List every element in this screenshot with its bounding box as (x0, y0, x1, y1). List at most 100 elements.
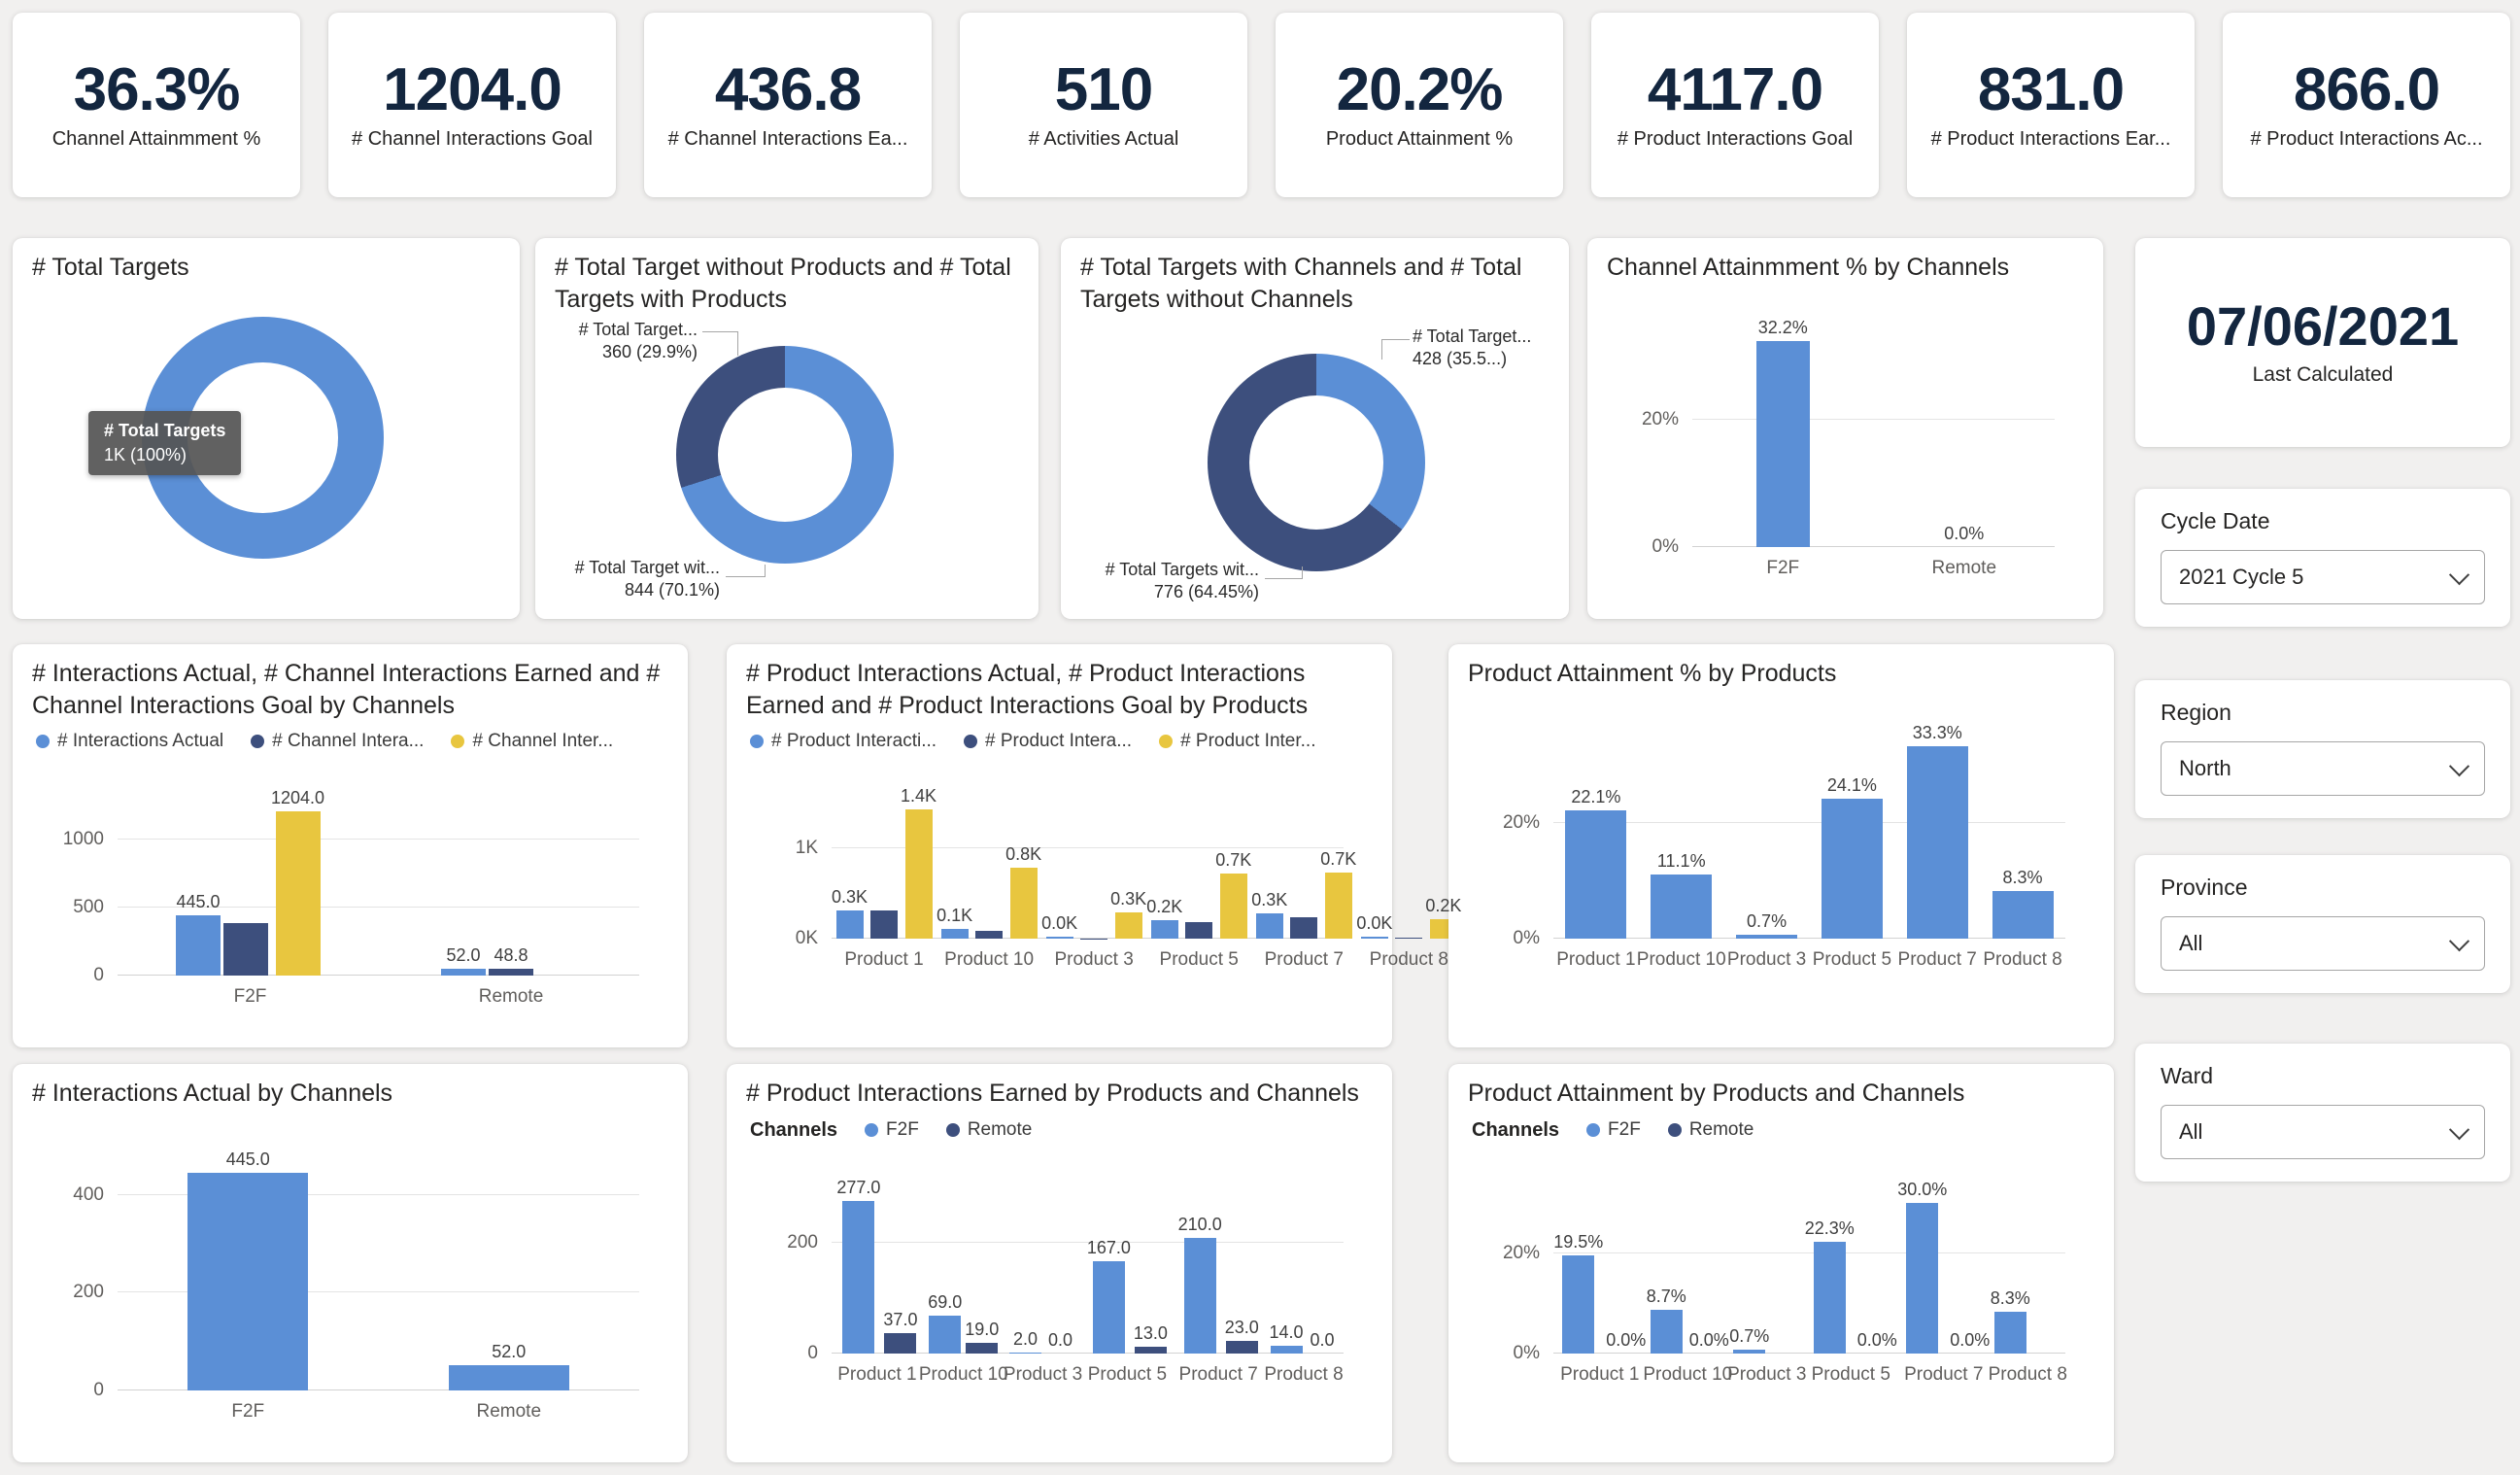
bar-chart-interactions-earned-goal-by-channels: # Interactions Actual # Channel Intera...… (32, 721, 668, 1034)
province-dropdown[interactable]: All (2161, 916, 2485, 971)
bar[interactable] (884, 1332, 917, 1354)
bar[interactable] (222, 922, 268, 976)
bar[interactable] (1821, 799, 1883, 939)
bar[interactable] (975, 930, 1004, 939)
chart-legend: Channels F2F Remote (1468, 1110, 2094, 1142)
legend-item[interactable]: # Product Interacti... (750, 731, 936, 752)
bar[interactable] (489, 969, 534, 976)
legend-item[interactable]: F2F (865, 1119, 919, 1141)
bar[interactable] (1565, 810, 1627, 939)
bar[interactable] (1183, 1237, 1216, 1354)
data-label: 0.7K (1215, 850, 1252, 871)
bar[interactable] (1993, 1312, 2026, 1354)
bar-column: 23.0 (1225, 1188, 1259, 1354)
legend-item[interactable]: F2F (1586, 1119, 1641, 1141)
x-axis-label: Product 5 (1812, 949, 1892, 970)
bar-column: 277.0 (836, 1178, 880, 1354)
bar[interactable] (1755, 341, 1810, 547)
bar[interactable] (1134, 1346, 1167, 1354)
bar[interactable] (904, 809, 933, 939)
bar[interactable] (1733, 1350, 1766, 1354)
cycle-date-dropdown[interactable]: 2021 Cycle 5 (2161, 550, 2485, 604)
ward-value: All (2179, 1119, 2203, 1144)
bar[interactable] (1906, 1203, 1939, 1354)
bar-column: 14.0 (1270, 1188, 1304, 1354)
bar[interactable] (1219, 874, 1247, 939)
legend-item[interactable]: # Product Inter... (1159, 731, 1315, 752)
legend-item[interactable]: # Channel Inter... (451, 731, 613, 752)
y-axis-label: 1000 (62, 829, 104, 849)
bar[interactable] (1255, 912, 1283, 939)
card-product-attainment-by-products-channels: Product Attainment by Products and Chann… (1448, 1064, 2114, 1462)
bar-column (536, 799, 581, 976)
bar[interactable] (187, 1173, 309, 1390)
region-dropdown[interactable]: North (2161, 741, 2485, 796)
data-label: 0.1K (936, 906, 973, 926)
bar[interactable] (1324, 873, 1352, 939)
bar[interactable] (1650, 1310, 1683, 1354)
kpi-value: 436.8 (714, 55, 862, 123)
bar-column: 0.0% (1857, 1188, 1897, 1355)
bar[interactable] (929, 1315, 962, 1354)
x-axis-label: F2F (231, 1401, 265, 1422)
gridline (118, 839, 639, 840)
bar[interactable] (1009, 867, 1038, 939)
data-label: 69.0 (928, 1291, 963, 1312)
bar[interactable] (940, 929, 969, 939)
bars: 0.0K 0.3K (1041, 799, 1146, 939)
bar[interactable] (842, 1200, 875, 1354)
gridline (118, 1291, 639, 1293)
legend-label: # Channel Intera... (272, 731, 425, 751)
bar[interactable] (1360, 937, 1388, 939)
legend-item[interactable]: # Product Intera... (964, 731, 1132, 752)
legend-item[interactable]: # Interactions Actual (36, 731, 223, 752)
data-label: 1204.0 (270, 788, 325, 808)
bar[interactable] (1562, 1255, 1595, 1354)
bar[interactable] (835, 910, 864, 939)
bar[interactable] (1114, 912, 1142, 939)
legend-item[interactable]: # Channel Intera... (251, 731, 424, 752)
slicer-ward: Ward All (2135, 1044, 2510, 1182)
donut-chart-targets-by-channels[interactable] (1208, 354, 1425, 571)
bar[interactable] (1651, 874, 1713, 939)
bar[interactable] (1225, 1340, 1258, 1354)
donut-chart-targets-by-products[interactable] (676, 346, 894, 564)
bar[interactable] (441, 968, 487, 976)
category-group: 69.0 19.0 Product 10 (919, 1188, 1008, 1385)
bar[interactable] (1813, 1241, 1846, 1354)
bar[interactable] (1045, 936, 1073, 939)
data-label: 8.7% (1646, 1286, 1686, 1307)
legend-item[interactable]: Remote (1667, 1119, 1754, 1141)
bar[interactable] (1290, 917, 1318, 939)
legend-dot-icon (36, 735, 50, 748)
bar[interactable] (1092, 1261, 1125, 1354)
callout-value: 428 (35.5...) (1413, 348, 1508, 368)
bar-column (1080, 799, 1108, 939)
bar[interactable] (275, 811, 321, 976)
bar[interactable] (448, 1364, 569, 1390)
kpi-card-product-interactions-actual: 866.0 # Product Interactions Ac... (2223, 13, 2510, 197)
category-group: 52.0 48.8 Remote (441, 799, 581, 1007)
bar-column: 8.3% (1992, 737, 2054, 939)
bar[interactable] (1736, 934, 1798, 939)
bar[interactable] (1009, 1352, 1042, 1354)
bar-column: 37.0 (883, 1188, 917, 1354)
bar[interactable] (1150, 920, 1178, 939)
bar[interactable] (966, 1343, 999, 1354)
ward-dropdown[interactable]: All (2161, 1105, 2485, 1159)
bar[interactable] (1395, 937, 1423, 939)
bar[interactable] (1992, 890, 2054, 939)
callout-value: 776 (64.45%) (1153, 581, 1259, 601)
bar[interactable] (175, 914, 221, 976)
legend-item[interactable]: Remote (945, 1119, 1032, 1141)
y-axis-label: 200 (787, 1232, 818, 1253)
bar[interactable] (870, 909, 899, 939)
bar[interactable] (1185, 922, 1213, 939)
bar-column: 0.7% (1729, 1188, 1769, 1354)
bar[interactable] (1906, 745, 1968, 939)
bar[interactable] (1270, 1346, 1303, 1354)
bars: 52.0 48.8 (441, 799, 581, 976)
bar-chart-product-attainment-by-products-channels: Channels F2F Remote 0% 20% 19.5% 0.0% Product 1… (1468, 1110, 2094, 1450)
category-group: 277.0 37.0 Product 1 (836, 1178, 917, 1385)
